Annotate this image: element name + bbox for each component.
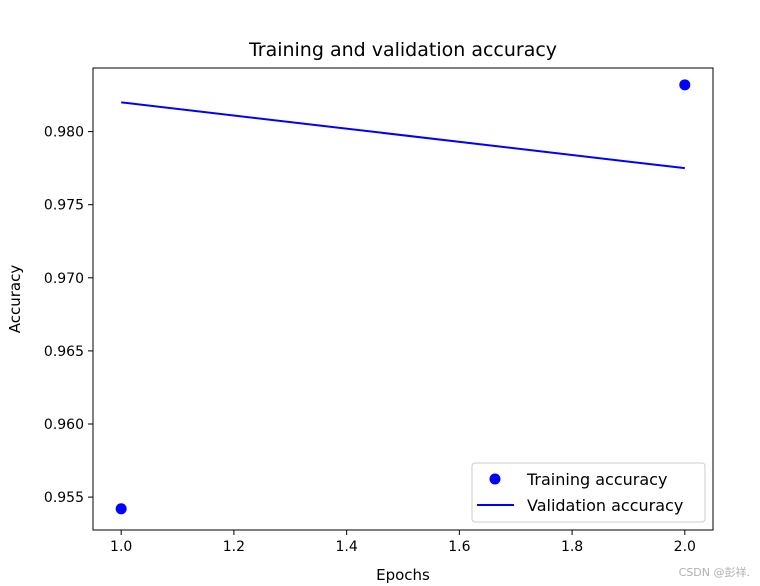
x-tick-label: 1.8: [561, 539, 583, 555]
training-accuracy-point: [679, 79, 691, 91]
data-marks: [115, 79, 691, 515]
watermark: CSDN @彭祥.: [678, 566, 750, 579]
x-axis-label: Epochs: [376, 566, 430, 584]
plot-frame: [92, 67, 714, 531]
legend-box: [471, 462, 706, 523]
y-axis-label: Accuracy: [6, 265, 24, 334]
legend-label: Training accuracy: [526, 470, 667, 489]
y-tick-label: 0.980: [44, 125, 84, 141]
y-tick-label: 0.975: [44, 198, 84, 214]
chart-title: Training and validation accuracy: [248, 39, 557, 61]
validation-accuracy-line: [121, 101, 685, 170]
legend: Training accuracy Validation accuracy: [471, 462, 706, 523]
y-tick-label: 0.955: [44, 490, 84, 506]
x-tick-label: 1.4: [336, 539, 358, 555]
legend-label: Validation accuracy: [527, 496, 683, 515]
training-accuracy-point: [115, 503, 127, 515]
y-tick-label: 0.965: [44, 344, 84, 360]
x-tick-label: 1.6: [448, 539, 470, 555]
y-tick-label: 0.960: [44, 417, 84, 433]
x-axis-ticks: 1.0 1.2 1.4 1.6 1.8 2.0: [110, 530, 696, 555]
x-tick-label: 1.2: [223, 539, 245, 555]
legend-point-swatch: [489, 473, 501, 485]
x-tick-label: 2.0: [674, 539, 696, 555]
x-tick-label: 1.0: [110, 539, 132, 555]
y-axis-ticks: 0.955 0.960 0.965 0.970 0.975 0.980: [44, 125, 93, 506]
y-tick-label: 0.970: [44, 271, 84, 287]
